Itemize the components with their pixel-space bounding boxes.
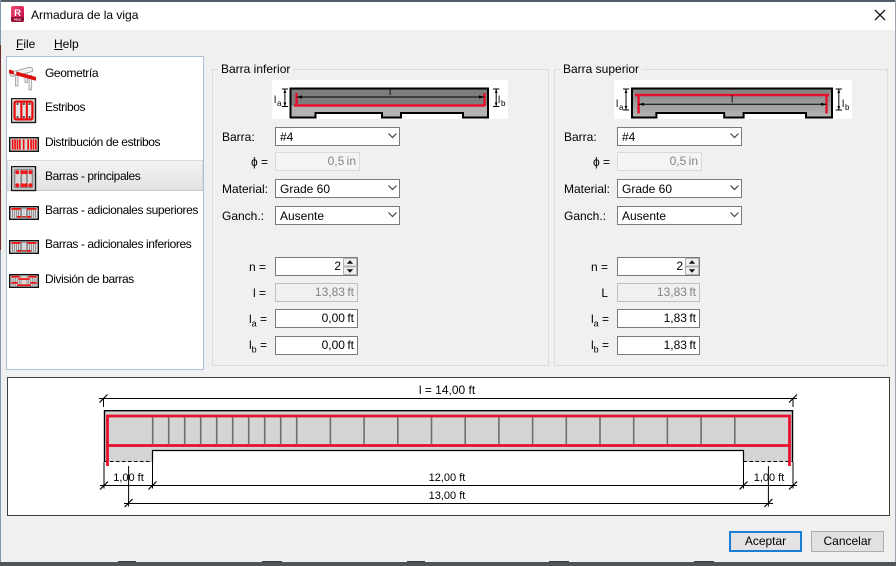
svg-text:a: a bbox=[619, 103, 624, 112]
svg-text:l: l bbox=[498, 95, 500, 106]
svg-text:12,00 ft: 12,00 ft bbox=[429, 472, 466, 484]
svg-text:l: l bbox=[274, 95, 276, 106]
svg-text:a: a bbox=[277, 99, 282, 108]
svg-text:b: b bbox=[501, 99, 506, 108]
svg-text:l: l bbox=[731, 95, 733, 106]
svg-text:1,00 ft: 1,00 ft bbox=[113, 472, 144, 484]
svg-text:13,00 ft: 13,00 ft bbox=[429, 490, 466, 502]
svg-text:l: l bbox=[389, 87, 391, 98]
svg-text:l: l bbox=[842, 99, 844, 110]
svg-text:l: l bbox=[616, 99, 618, 110]
svg-text:PRO: PRO bbox=[14, 18, 22, 22]
svg-text:l = 14,00 ft: l = 14,00 ft bbox=[419, 383, 476, 397]
svg-text:1,00 ft: 1,00 ft bbox=[754, 472, 785, 484]
svg-text:b: b bbox=[845, 103, 850, 112]
svg-text:R: R bbox=[14, 8, 21, 19]
